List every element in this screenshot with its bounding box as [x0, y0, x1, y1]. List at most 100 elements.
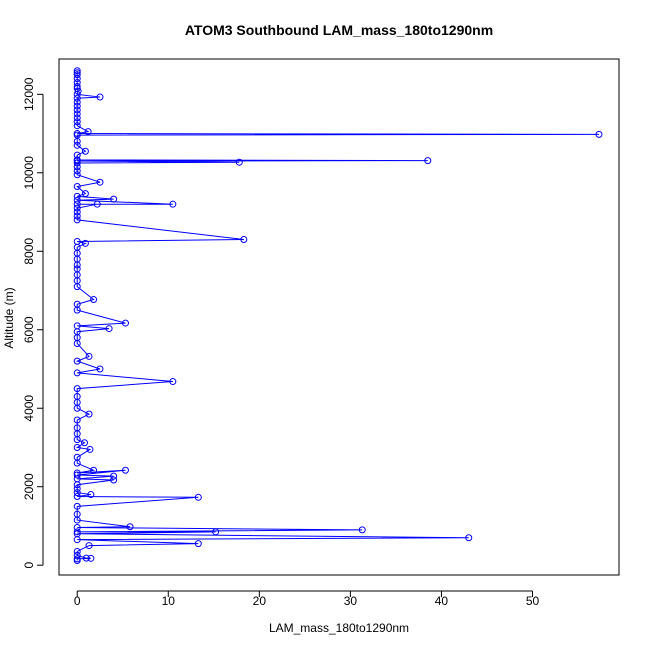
- y-tick-label: 2000: [22, 473, 36, 500]
- data-point: [240, 236, 248, 244]
- data-point: [73, 459, 81, 467]
- data-point: [73, 339, 81, 347]
- x-tick-label: 20: [253, 594, 267, 608]
- data-point: [73, 192, 81, 200]
- data-point: [73, 212, 81, 220]
- data-point: [90, 296, 98, 304]
- data-point: [73, 98, 81, 106]
- data-point: [73, 94, 81, 102]
- data-point: [74, 87, 82, 95]
- data-point: [73, 216, 81, 224]
- data-point: [73, 200, 81, 208]
- plot-frame: [58, 58, 620, 576]
- data-point: [73, 141, 81, 149]
- data-point: [73, 102, 81, 110]
- data-point: [73, 196, 81, 204]
- data-point: [105, 325, 113, 333]
- data-point: [93, 200, 101, 208]
- y-tick-label: 6000: [22, 316, 36, 343]
- data-point: [212, 528, 220, 536]
- data-point: [80, 439, 88, 447]
- data-point: [87, 491, 95, 499]
- data-point: [84, 128, 92, 136]
- data-point: [169, 200, 177, 208]
- data-point: [73, 369, 81, 377]
- data-point: [73, 528, 81, 536]
- data-point: [73, 404, 81, 412]
- data-point: [126, 523, 134, 531]
- data-point: [82, 554, 90, 562]
- data-point: [96, 93, 104, 101]
- data-point: [73, 90, 81, 98]
- data-point: [90, 466, 98, 474]
- data-point: [96, 178, 104, 186]
- data-point: [73, 71, 81, 79]
- data-point: [73, 204, 81, 212]
- data-point: [73, 502, 81, 510]
- data-point: [73, 118, 81, 126]
- data-point: [110, 476, 118, 484]
- data-series: [73, 67, 603, 564]
- data-point: [73, 261, 81, 269]
- y-tick-label: 0: [22, 562, 36, 569]
- data-point: [73, 385, 81, 393]
- x-tick-label: 10: [162, 594, 176, 608]
- y-axis: 0 2000 4000 6000 8000 10000 12000: [22, 77, 44, 569]
- x-tick-label: 40: [435, 594, 449, 608]
- y-tick-label: 10000: [22, 156, 36, 190]
- data-point: [73, 159, 81, 167]
- data-point: [194, 493, 202, 501]
- data-point: [81, 239, 89, 247]
- data-point: [73, 481, 81, 489]
- data-point: [73, 536, 81, 544]
- data-point: [235, 158, 243, 166]
- data-point: [73, 208, 81, 216]
- data-point: [169, 378, 177, 386]
- x-tick-label: 50: [526, 594, 540, 608]
- data-point: [73, 82, 81, 90]
- x-axis: 0 10 20 30 40 50: [74, 590, 540, 608]
- data-point: [73, 556, 81, 564]
- data-point: [73, 551, 81, 559]
- data-point: [73, 489, 81, 497]
- data-point: [73, 547, 81, 555]
- data-point: [73, 436, 81, 444]
- data-point: [73, 171, 81, 179]
- data-point: [424, 157, 432, 165]
- series-line: [75, 70, 599, 561]
- data-point: [73, 137, 81, 145]
- data-point: [121, 319, 129, 327]
- data-point: [81, 147, 89, 155]
- data-point: [465, 534, 473, 542]
- data-point: [73, 183, 81, 191]
- chart-title: ATOM3 Southbound LAM_mass_180to1290nm: [185, 22, 493, 38]
- data-point: [73, 110, 81, 118]
- data-point: [87, 554, 95, 562]
- x-tick-label: 30: [344, 594, 358, 608]
- data-point: [595, 130, 603, 138]
- data-point: [85, 352, 93, 360]
- data-point: [73, 493, 81, 501]
- data-point: [73, 67, 81, 75]
- y-tick-label: 4000: [22, 395, 36, 422]
- data-point: [73, 471, 81, 479]
- data-point: [73, 357, 81, 365]
- data-point: [73, 306, 81, 314]
- data-point: [358, 526, 366, 534]
- data-point: [73, 283, 81, 291]
- data-point: [73, 416, 81, 424]
- y-axis-label: Altitude (m): [2, 287, 16, 348]
- data-point: [121, 466, 129, 474]
- y-tick-label: 8000: [22, 238, 36, 265]
- data-point: [86, 445, 94, 453]
- data-point: [73, 114, 81, 122]
- data-point: [73, 163, 81, 171]
- data-point: [85, 542, 93, 550]
- data-point: [96, 365, 104, 373]
- x-tick-label: 0: [74, 594, 81, 608]
- data-point: [81, 190, 89, 198]
- x-axis-label: LAM_mass_180to1290nm: [269, 621, 409, 635]
- data-point: [73, 167, 81, 175]
- data-point: [73, 485, 81, 493]
